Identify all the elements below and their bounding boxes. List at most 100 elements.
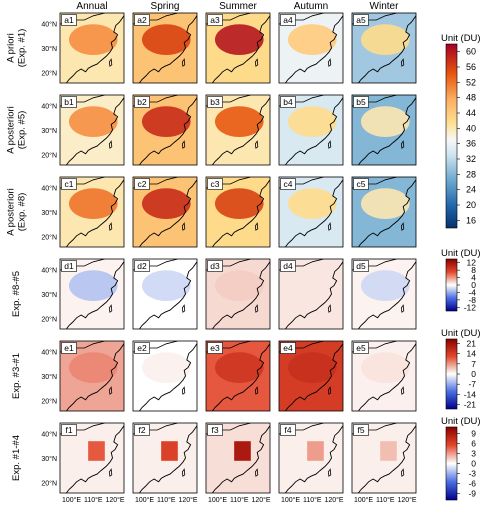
island-outline <box>327 222 332 231</box>
colorbar-title: Unit (DU) <box>441 328 481 339</box>
panel-tag-box <box>353 178 369 190</box>
lat-tick-label: 40°N <box>41 267 57 275</box>
panel-frame <box>59 340 125 412</box>
coastline <box>139 343 197 411</box>
coastline <box>285 343 343 411</box>
island-outline <box>400 386 405 395</box>
colorbar-0: Unit (DU) 60 56 52 48 44 40 36 32 28 24 20 16 <box>441 33 481 229</box>
panel-tag-a3: a3 <box>210 15 220 25</box>
map-panel-f1: f1 <box>59 422 125 494</box>
map-panel-b4: b4 <box>278 94 344 166</box>
coastline <box>358 343 416 411</box>
coastline <box>66 179 124 247</box>
field-core <box>214 270 264 301</box>
panel-frame <box>351 340 417 412</box>
panel-tag-box <box>134 96 150 108</box>
panel-tag-box <box>61 14 77 26</box>
colorbar-tick-label: -8 <box>468 295 476 305</box>
panel-tag-f5: f5 <box>357 425 364 435</box>
coastline <box>139 15 197 83</box>
column-header-spring: Spring <box>151 1 180 12</box>
field-core <box>380 441 397 461</box>
map-panel-f5: f5 <box>351 422 417 494</box>
colorbar-tick-label: 21 <box>467 338 477 348</box>
row-label-0: A priori (Exp. #1) <box>6 29 28 68</box>
row-label-line: A priori <box>6 33 17 63</box>
panel-tag-f3: f3 <box>211 425 218 435</box>
coastline <box>358 15 416 83</box>
panel-tag-box <box>280 424 296 436</box>
island-outline <box>400 304 405 313</box>
lat-tick-label: 20°N <box>41 480 57 488</box>
colorbar-tick-label: 60 <box>466 47 476 57</box>
row-label-line: A posteriori <box>6 106 17 154</box>
panel-frame <box>205 422 271 494</box>
map-panel-c3: c3 <box>205 176 271 248</box>
row-label-line: Exp. #1-#4 <box>11 435 22 481</box>
row-label-4: Exp. #3-#1 <box>11 353 22 399</box>
island-outline <box>108 468 113 477</box>
column-header-summer: Summer <box>219 1 257 12</box>
colorbar-tick-label: 44 <box>466 108 476 118</box>
panel-tag-d5: d5 <box>356 261 366 271</box>
field-core <box>68 270 118 301</box>
panel-frame <box>351 422 417 494</box>
coastline <box>285 15 343 83</box>
panel-tag-b1: b1 <box>64 97 74 107</box>
map-panel-c5: c5 <box>351 176 417 248</box>
coastline <box>212 425 270 493</box>
field-core <box>360 270 410 301</box>
lat-tick-label: 40°N <box>41 103 57 111</box>
colorbar-ramp <box>445 338 458 410</box>
panel-tag-box <box>207 424 223 436</box>
map-panel-e4: e4 <box>278 340 344 412</box>
lat-tick-label: 40°N <box>41 21 57 29</box>
panel-tag-d3: d3 <box>210 261 220 271</box>
island-outline <box>108 386 113 395</box>
coastline <box>212 97 270 165</box>
lon-tick-label: 120°E <box>324 496 343 504</box>
panel-tag-a1: a1 <box>64 15 74 25</box>
panel-tag-f2: f2 <box>138 425 145 435</box>
panel-frame <box>59 12 125 84</box>
field-core <box>68 24 118 55</box>
island-outline <box>254 304 259 313</box>
coastline <box>66 425 124 493</box>
colorbar-tick-label: 9 <box>471 429 476 439</box>
field-core <box>214 188 264 220</box>
colorbar-tick-label: 8 <box>471 265 476 275</box>
panel-tag-box <box>280 342 296 354</box>
field-core <box>287 106 337 137</box>
map-panel-e3: e3 <box>205 340 271 412</box>
panel-tag-box <box>61 178 77 190</box>
panel-frame <box>205 176 271 248</box>
panel-frame <box>59 94 125 166</box>
row-label-line: (Exp. #8) <box>17 193 28 232</box>
lat-tick-label: 30°N <box>41 291 57 299</box>
panel-tag-box <box>134 178 150 190</box>
lat-tick-label: 20°N <box>41 234 57 242</box>
map-panel-a4: a4 <box>278 12 344 84</box>
island-outline <box>400 58 405 67</box>
coastline <box>212 261 270 329</box>
panel-tag-box <box>207 260 223 272</box>
panel-tag-d2: d2 <box>137 261 147 271</box>
lon-tick-label: 110°E <box>230 496 249 504</box>
lon-tick-label: 100°E <box>281 496 300 504</box>
field-core <box>141 106 191 137</box>
panel-tag-e1: e1 <box>64 343 74 353</box>
panel-frame <box>278 340 344 412</box>
panel-tag-d4: d4 <box>283 261 293 271</box>
panel-tag-e5: e5 <box>356 343 366 353</box>
island-outline <box>181 468 186 477</box>
coastline <box>66 97 124 165</box>
row-label-1: A posteriori (Exp. #5) <box>6 106 28 154</box>
map-panel-b2: b2 <box>132 94 198 166</box>
field-core <box>214 24 264 55</box>
panel-frame <box>278 176 344 248</box>
coastline <box>66 261 124 329</box>
row-label-5: Exp. #1-#4 <box>11 435 22 481</box>
island-outline <box>254 468 259 477</box>
lon-tick-label: 120°E <box>105 496 124 504</box>
field-core <box>360 24 410 55</box>
